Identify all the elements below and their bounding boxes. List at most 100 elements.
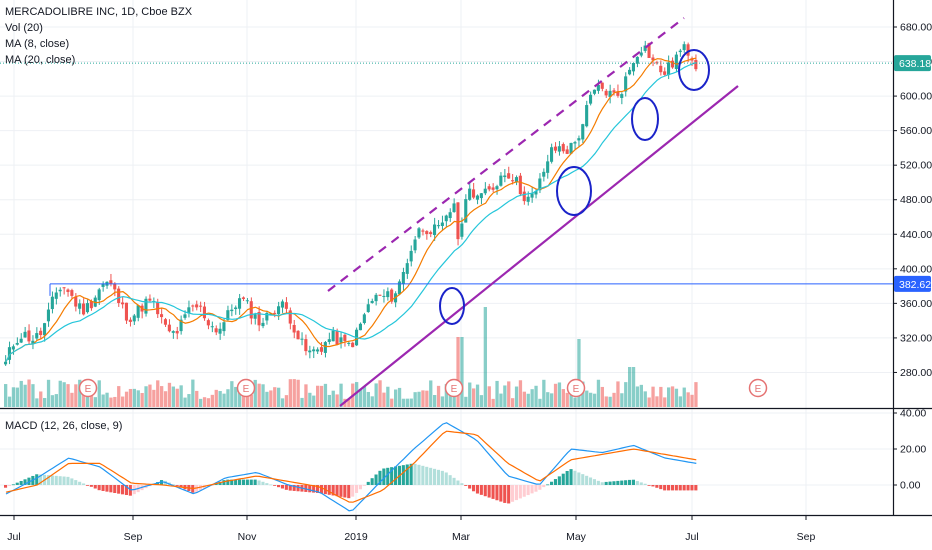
macd-histogram-bar (238, 479, 242, 485)
earnings-marker: E (748, 378, 768, 398)
macd-legend[interactable]: MACD (12, 26, close, 9) (5, 420, 123, 432)
volume-bar (557, 382, 562, 407)
volume-legend[interactable]: Vol (20) (5, 22, 43, 34)
volume-bar (413, 392, 417, 407)
macd-histogram-bar (312, 485, 316, 493)
macd-histogram-bar (4, 485, 8, 488)
volume-bar (347, 398, 351, 407)
volume-bar (655, 396, 659, 407)
macd-histogram-bar (117, 485, 121, 494)
candles (4, 40, 698, 366)
macd-histogram-bar (316, 485, 320, 493)
candle-body (234, 307, 238, 309)
macd-histogram-bar (128, 485, 132, 496)
macd-histogram-bar (370, 478, 374, 485)
macd-histogram-bar (265, 483, 269, 485)
volume-bar (589, 392, 593, 407)
volume-bar (163, 391, 168, 407)
macd-histogram-bar (557, 476, 561, 485)
earnings-marker-circle (566, 378, 586, 398)
volume-bar (284, 395, 289, 407)
candle-body (604, 90, 608, 96)
candle-body (612, 90, 616, 93)
volume-bar (238, 386, 242, 407)
volume-bar (436, 385, 441, 407)
candle-body (577, 138, 581, 141)
macd-histogram-bar (269, 484, 273, 486)
macd-histogram-bar (27, 477, 31, 485)
macd-histogram-bar (401, 465, 405, 485)
macd-histogram-bar (573, 470, 577, 485)
macd-histogram-bar (374, 474, 378, 485)
touch-point-circle (439, 287, 465, 325)
macd-histogram-bar (616, 480, 620, 485)
volume-bar (647, 397, 651, 407)
candle-body (456, 202, 460, 240)
macd-histogram-bar (639, 482, 643, 485)
macd-histogram-bar (85, 485, 89, 486)
volume-bar (261, 384, 265, 407)
volume-bar (561, 389, 565, 407)
macd-histogram-bar (479, 485, 483, 495)
candle-body (620, 94, 624, 98)
candle-body (214, 328, 218, 333)
candle-body (429, 232, 433, 234)
macd-histogram-bar (475, 485, 479, 494)
candle-body (491, 187, 495, 190)
candle-body (288, 310, 292, 324)
candle-body (448, 212, 452, 219)
candle-body (639, 52, 643, 56)
volume-bar (546, 392, 550, 407)
macd-histogram-bar (561, 473, 565, 485)
volume-bar (175, 388, 179, 407)
candle-body (132, 315, 136, 322)
macd-histogram-bar (113, 485, 117, 493)
candle-body (472, 189, 476, 198)
volume-bar (304, 384, 308, 407)
macd-histogram-bar (160, 480, 164, 485)
macd-histogram-bar (456, 480, 460, 485)
candle-body (585, 105, 589, 127)
volume-bar (444, 384, 448, 407)
volume-bar (468, 382, 472, 407)
macd-histogram-bar (347, 485, 351, 499)
candle-body (659, 65, 663, 73)
macd-axis-tick-label: 0.00 (900, 480, 921, 492)
candle-body (624, 76, 628, 92)
volume-bar (97, 380, 101, 407)
volume-bar (678, 396, 682, 407)
candle-body (261, 322, 265, 327)
volume-bar (74, 384, 78, 407)
volume-bar (604, 396, 608, 407)
volume-bar (234, 386, 238, 407)
candle-body (460, 223, 464, 237)
candle-body (522, 191, 526, 202)
candle-body (436, 225, 440, 227)
ma-20-line (5, 62, 697, 362)
macd-histogram-bar (444, 472, 448, 485)
candle-body (503, 175, 507, 178)
candle-body (592, 89, 596, 94)
volume-bar (542, 379, 546, 407)
symbol-legend[interactable]: MERCADOLIBRE INC, 1D, Cboe BZX (5, 6, 193, 18)
level-price-label: 382.62 (894, 275, 931, 292)
volume-bar (296, 379, 300, 407)
volume-bar (230, 381, 234, 407)
macd-histogram-bar (121, 485, 125, 495)
macd-histogram-bar (343, 485, 347, 498)
candle-body (226, 310, 230, 320)
macd-histogram-bar (553, 479, 557, 485)
candle-body (241, 297, 245, 299)
ma-slow-legend[interactable]: MA (20, close) (5, 54, 76, 66)
macd-histogram-bar (171, 484, 175, 486)
candle-body (596, 84, 600, 91)
volume-bar (183, 397, 187, 407)
ma-fast-legend[interactable]: MA (8, close) (5, 38, 70, 50)
candle-body (4, 361, 8, 365)
volume-bar (448, 389, 452, 407)
volume-bar (409, 398, 413, 407)
candle-body (11, 346, 15, 350)
time-axis-tick-label: Sep (124, 531, 143, 543)
